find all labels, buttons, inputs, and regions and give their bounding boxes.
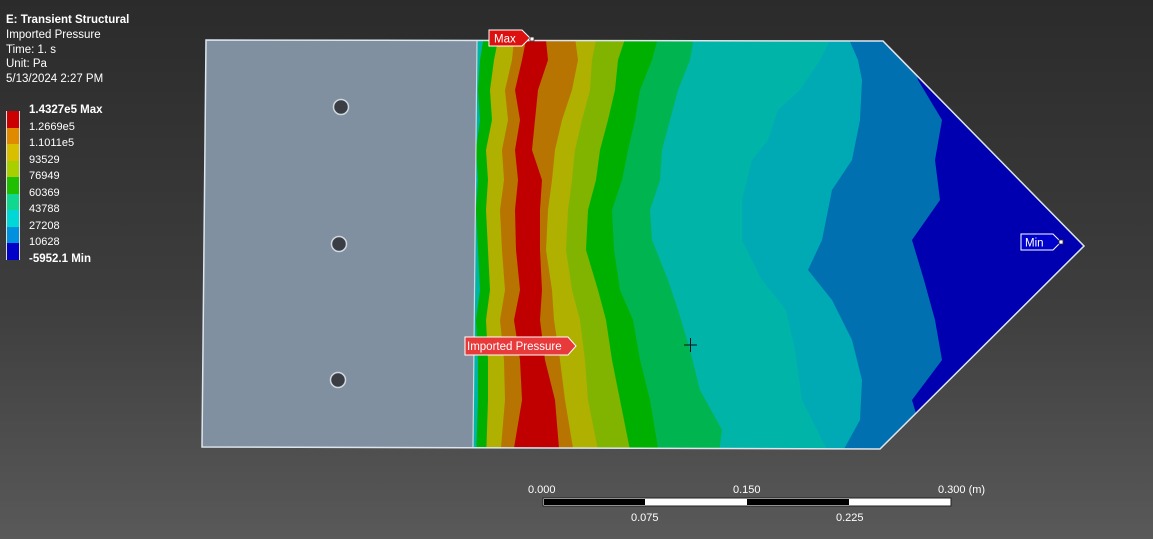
legend-swatch xyxy=(6,160,20,177)
legend-swatch xyxy=(6,177,20,194)
scale-label-225: 0.225 xyxy=(836,512,864,524)
legend-label: 76949 xyxy=(29,170,60,182)
plate-hole xyxy=(332,98,350,116)
plate-hole xyxy=(330,235,348,253)
legend-swatch xyxy=(6,111,20,128)
max-probe-point xyxy=(529,36,535,42)
pressure-contour-plot xyxy=(470,40,1084,449)
result-name: Imported Pressure xyxy=(6,28,101,41)
legend-label: 27208 xyxy=(29,219,60,232)
legend-label: 1.1011e5 xyxy=(29,137,75,149)
legend-label-min: -5952.1 Min xyxy=(29,252,91,265)
legend-swatch xyxy=(6,144,20,161)
min-probe-tag[interactable]: Min xyxy=(1020,233,1064,251)
min-probe-point xyxy=(1058,239,1064,245)
imported-tag-label: Imported Pressure xyxy=(467,341,562,353)
legend-swatch xyxy=(6,127,20,144)
scale-label-300: 0.300 (m) xyxy=(938,484,986,496)
legend-swatch xyxy=(6,210,20,227)
legend-swatch xyxy=(6,243,20,260)
legend-label: 93529 xyxy=(29,153,60,166)
legend-label-max: 1.4327e5 Max xyxy=(29,104,103,116)
legend-label: 10628 xyxy=(29,236,60,248)
scale-label-150: 0.150 xyxy=(733,484,761,496)
scale-bar xyxy=(542,497,952,507)
result-timestamp: 5/13/2024 2:27 PM xyxy=(6,73,104,86)
plate-seam xyxy=(472,39,478,448)
result-time: Time: 1. s xyxy=(6,43,57,56)
triad-crosshair-icon xyxy=(684,338,697,352)
scale-label-075: 0.075 xyxy=(631,512,659,524)
result-unit: Unit: Pa xyxy=(6,58,47,71)
legend-label: 1.2669e5 xyxy=(29,120,75,133)
analysis-title: E: Transient Structural xyxy=(6,14,130,26)
max-tag-label: Max xyxy=(494,34,516,46)
result-info: E: Transient Structural Imported Pressur… xyxy=(6,13,129,87)
legend-swatch xyxy=(6,226,20,243)
plate-hole xyxy=(329,371,347,389)
imported-pressure-tag[interactable]: Imported Pressure xyxy=(464,336,577,356)
legend-label: 60369 xyxy=(29,186,60,199)
scale-label-0: 0.000 xyxy=(528,484,556,496)
legend-swatch xyxy=(6,193,20,210)
body-outline xyxy=(201,39,1086,450)
min-tag-label: Min xyxy=(1025,238,1044,250)
max-probe-tag[interactable]: Max xyxy=(488,29,535,47)
legend-label: 43788 xyxy=(29,203,60,215)
